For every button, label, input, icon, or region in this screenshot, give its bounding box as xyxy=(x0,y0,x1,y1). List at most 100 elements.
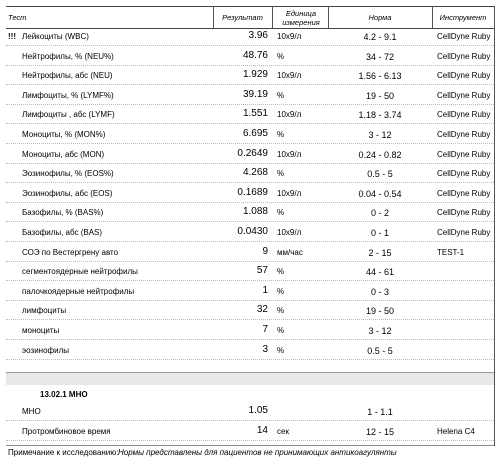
result: 1.05 xyxy=(248,405,268,416)
result: 0.2649 xyxy=(237,147,268,159)
row-divider xyxy=(6,221,494,223)
row-divider xyxy=(6,358,494,360)
row-divider xyxy=(6,420,494,421)
norm: 2 - 15 xyxy=(368,247,392,258)
norm: 0.04 - 0.54 xyxy=(358,188,402,199)
test-name: лимфоциты xyxy=(22,306,67,316)
row-divider xyxy=(6,84,494,86)
unit: 10x9/л xyxy=(277,110,302,120)
instrument: Helena C4 xyxy=(437,426,475,436)
norm: 3 - 12 xyxy=(368,130,392,140)
unit: 10x9/л xyxy=(277,188,302,198)
unit: 10x9/л xyxy=(277,228,302,237)
row-divider xyxy=(6,103,494,105)
norm: 0.5 - 5 xyxy=(367,169,393,180)
test-name: Нейтрофилы, % (NEU%) xyxy=(22,51,114,61)
unit: % xyxy=(277,286,285,296)
row-divider xyxy=(6,339,494,340)
row-divider xyxy=(6,319,494,321)
test-name: Лимфоциты , абс (LYMF) xyxy=(22,110,115,120)
result: 1.088 xyxy=(242,206,268,218)
section-title: 13.02.1 МНО xyxy=(40,390,88,399)
result: 0.0430 xyxy=(237,226,268,237)
test-name: Базофилы, абс (BAS) xyxy=(22,228,103,237)
unit: % xyxy=(277,90,285,100)
test-name: моноциты xyxy=(22,326,60,335)
result: 4.268 xyxy=(242,167,268,179)
test-name: эозинофилы xyxy=(22,345,70,355)
row-divider xyxy=(6,64,494,66)
row-divider xyxy=(6,201,494,203)
row-divider xyxy=(6,162,494,164)
unit: % xyxy=(277,169,285,179)
instrument: CellDyne Ruby xyxy=(437,51,491,61)
instrument: CellDyne Ruby xyxy=(437,130,491,139)
test-name: Нейтрофилы, абс (NEU) xyxy=(22,71,113,81)
instrument: CellDyne Ruby xyxy=(437,188,491,198)
result: 3.96 xyxy=(248,30,268,41)
unit: % xyxy=(277,51,285,61)
instrument: CellDyne Ruby xyxy=(437,228,491,237)
result: 1 xyxy=(262,284,268,296)
norm: 3 - 12 xyxy=(368,326,392,336)
norm: 1 - 1.1 xyxy=(367,407,393,417)
instrument: CellDyne Ruby xyxy=(437,90,491,100)
unit: 10x9/л xyxy=(277,71,302,81)
norm: 0 - 3 xyxy=(370,286,389,297)
result: 3 xyxy=(262,343,268,355)
norm: 1.18 - 3.74 xyxy=(358,110,402,121)
test-name: Моноциты, абс (MON) xyxy=(22,149,105,159)
norm: 44 - 61 xyxy=(365,267,395,278)
row-divider xyxy=(6,123,494,125)
norm: 19 - 50 xyxy=(365,90,395,101)
unit: % xyxy=(277,306,285,316)
test-name: СОЭ по Вестергрену авто xyxy=(22,247,119,257)
column-header: Тест xyxy=(8,13,27,22)
result: 32 xyxy=(256,304,268,316)
unit: 10x9/л xyxy=(277,149,302,159)
result: 9 xyxy=(262,245,268,257)
note-label: Примечание к исследованию: xyxy=(8,448,119,457)
result: 1.929 xyxy=(242,69,268,81)
note-text: Нормы представлены для пациентов не прин… xyxy=(118,448,397,457)
unit: 10x9/л xyxy=(277,32,302,41)
result: 48.76 xyxy=(242,49,268,61)
norm: 0 - 2 xyxy=(370,208,389,219)
row-divider xyxy=(6,260,494,262)
unit: мм/час xyxy=(277,247,303,257)
unit: % xyxy=(277,130,285,139)
test-name: Эозинофилы, % (EOS%) xyxy=(22,169,114,179)
row-divider xyxy=(6,182,494,184)
instrument: TEST-1 xyxy=(437,247,465,257)
row-divider xyxy=(6,439,494,441)
unit: % xyxy=(277,267,285,277)
section-band xyxy=(6,372,494,385)
test-name: Эозинофилы, абс (EOS) xyxy=(22,188,113,198)
test-name: Моноциты, % (MON%) xyxy=(22,130,106,139)
row-divider xyxy=(6,143,494,144)
instrument: CellDyne Ruby xyxy=(437,169,491,179)
test-name: палочкоядерные нейтрофилы xyxy=(22,286,135,296)
norm: 0.5 - 5 xyxy=(367,345,393,356)
row-divider xyxy=(6,45,494,46)
instrument: CellDyne Ruby xyxy=(437,149,491,159)
row-divider xyxy=(6,299,494,301)
test-name: Лейкоциты (WBC) xyxy=(22,32,89,41)
test-name: Лимфоциты, % (LYMF%) xyxy=(22,90,114,100)
column-header: Инструмент xyxy=(439,13,487,22)
instrument: CellDyne Ruby xyxy=(437,32,491,41)
instrument: CellDyne Ruby xyxy=(437,208,491,218)
result: 14 xyxy=(256,424,268,436)
test-name: МНО xyxy=(22,407,41,416)
column-header: Единица измерения xyxy=(282,9,320,27)
instrument: CellDyne Ruby xyxy=(437,71,491,81)
unit: % xyxy=(277,326,285,335)
norm: 1.56 - 6.13 xyxy=(358,71,402,82)
norm: 4.2 - 9.1 xyxy=(363,32,397,42)
result: 7 xyxy=(262,324,268,335)
norm: 19 - 50 xyxy=(365,306,395,317)
instrument: CellDyne Ruby xyxy=(437,110,491,120)
result: 39.19 xyxy=(242,88,268,100)
test-name: Протромбиновое время xyxy=(22,426,111,436)
